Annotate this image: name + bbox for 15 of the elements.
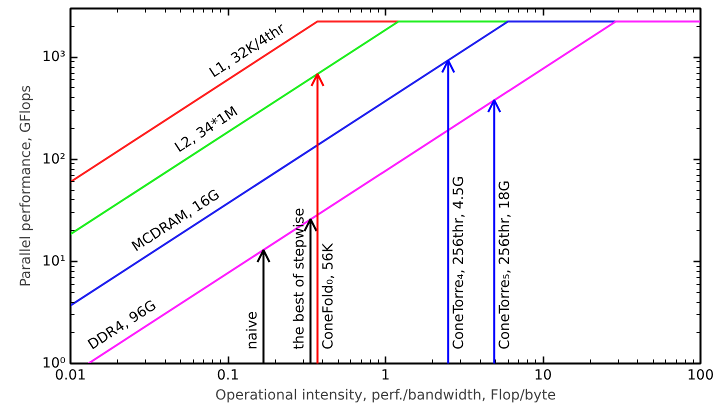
y-tick-label: 10² [42,151,66,168]
annotation: ConeFold₀, 56K [320,242,336,350]
annotation: ConeTorre₅, 256thr, 18G [497,180,514,350]
x-tick-label: 1 [381,368,390,384]
x-axis-title: Operational intensity, perf./bandwidth, Flop/byte [215,388,556,404]
annotation: naive [244,311,260,350]
y-tick-label: 10¹ [42,253,66,270]
x-tick-label: 100 [687,368,714,384]
x-tick-label: 0.01 [54,368,86,384]
x-tick-label: 10 [534,368,552,384]
x-tick-label: 0.1 [216,368,240,384]
y-axis-title: Parallel performance, GFlops [18,85,34,287]
annotation: ConeTorre₄, 256thr, 4.5G [451,176,468,350]
annotation: the best of stepwise [291,208,308,350]
y-tick-label: 10³ [42,49,66,66]
